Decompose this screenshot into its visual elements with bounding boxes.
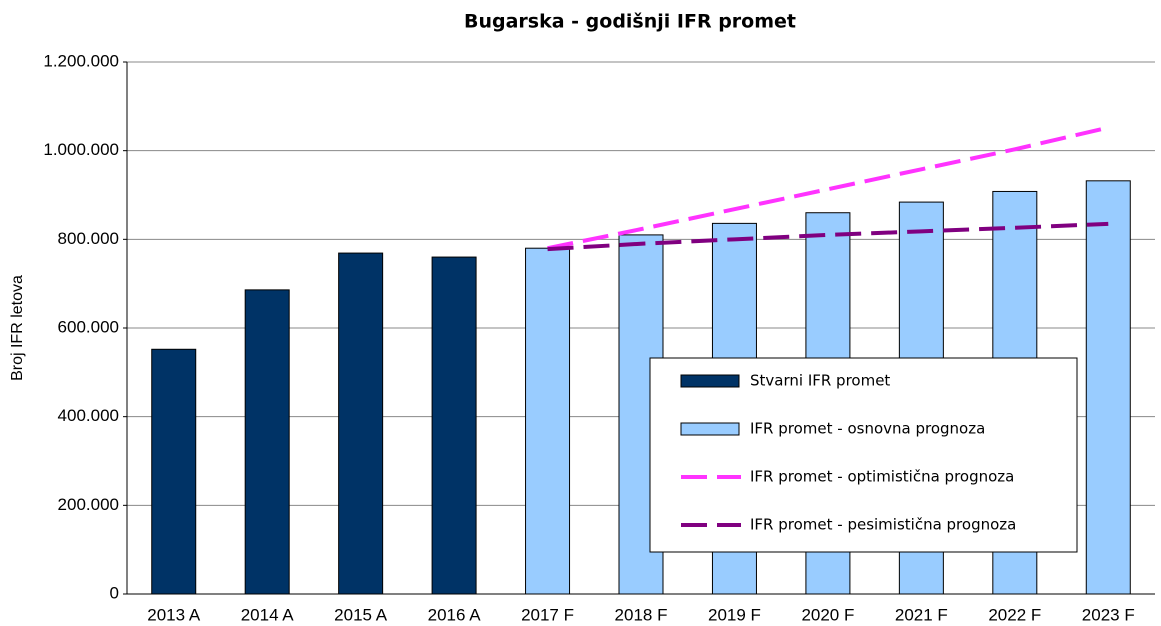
x-tick-label: 2016 A — [428, 605, 482, 624]
bar — [244, 289, 290, 595]
x-tick-label: 2015 A — [334, 605, 388, 624]
y-axis-label: Broj IFR letova — [9, 275, 26, 381]
legend-box — [649, 357, 1078, 553]
y-tick-label: 400.000 — [58, 406, 119, 425]
legend-swatch — [680, 374, 740, 388]
x-tick-label: 2017 F — [521, 605, 574, 624]
x-tick-label: 2020 F — [801, 605, 854, 624]
forecast-line — [547, 125, 1109, 251]
bar — [431, 256, 477, 595]
x-tick-label: 2022 F — [988, 605, 1041, 624]
x-tick-label: 2018 F — [615, 605, 668, 624]
forecast-line — [547, 221, 1109, 252]
y-tick-label: 200.000 — [58, 495, 119, 514]
y-tick-label: 600.000 — [58, 317, 119, 336]
y-tick-label: 800.000 — [58, 229, 119, 248]
chart-title: Bugarska - godišnji IFR promet — [464, 11, 796, 33]
bar — [1085, 180, 1131, 595]
y-tick-label: 0 — [110, 583, 119, 602]
x-tick-label: 2021 F — [895, 605, 948, 624]
legend-label: IFR promet - osnovna prognoza — [750, 420, 985, 438]
legend-swatch — [680, 422, 740, 436]
bar — [151, 348, 197, 595]
legend-label: IFR promet - optimistična prognoza — [750, 468, 1014, 486]
x-tick-label: 2019 F — [708, 605, 761, 624]
legend-label: Stvarni IFR promet — [750, 372, 890, 390]
y-tick-label: 1.000.000 — [43, 140, 119, 159]
x-tick-label: 2023 F — [1082, 605, 1135, 624]
bar — [525, 247, 571, 595]
x-tick-label: 2013 A — [147, 605, 201, 624]
x-tick-label: 2014 A — [241, 605, 295, 624]
y-tick-label: 1.200.000 — [43, 51, 119, 70]
bar — [338, 252, 384, 595]
legend-label: IFR promet - pesimistična prognoza — [750, 516, 1016, 534]
